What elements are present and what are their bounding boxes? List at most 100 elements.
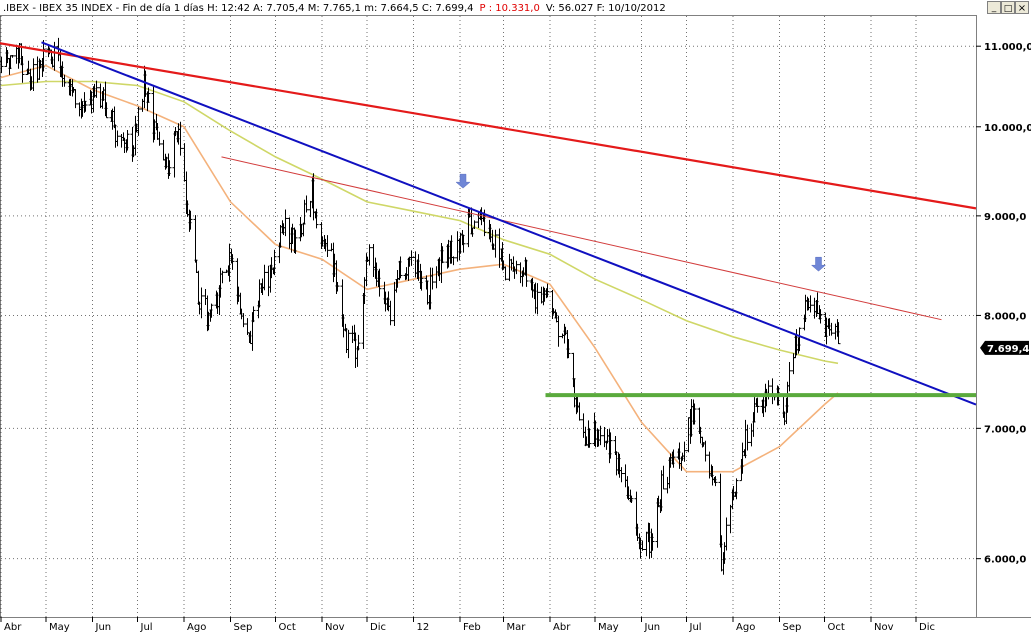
ohlc-bar <box>146 87 151 103</box>
ohlc-bar <box>682 441 687 462</box>
down-arrow-icon <box>810 256 827 272</box>
x-tick-label: Oct <box>279 622 296 632</box>
ohlc-bar <box>377 268 382 297</box>
ohlc-bar <box>356 334 361 351</box>
ohlc-bar <box>818 309 823 324</box>
ohlc-bar <box>556 315 561 347</box>
price-bars <box>0 37 841 575</box>
header-p-value: P : 10.331,0 <box>480 3 540 14</box>
ohlc-bar <box>398 256 403 279</box>
ohlc-bar <box>157 131 162 146</box>
ohlc-bar <box>241 313 246 328</box>
ohlc-bar <box>283 209 288 237</box>
last-price-label: 7.699,4 <box>987 344 1029 355</box>
ohlc-bar <box>692 403 697 425</box>
ohlc-bar <box>493 229 498 258</box>
ohlc-bar <box>293 229 298 254</box>
x-tick-label: Nov <box>325 622 345 632</box>
x-tick-label: Jun <box>644 622 661 632</box>
trend-line-red-thin <box>221 156 942 321</box>
ohlc-bar <box>545 283 550 298</box>
x-tick-label: Feb <box>463 622 481 632</box>
down-arrow-icon <box>455 173 471 189</box>
x-tick-label: May <box>598 622 619 632</box>
ohlc-bar <box>104 102 109 119</box>
trend-line-red-thick <box>0 42 977 210</box>
ohlc-bar <box>73 88 78 109</box>
ohlc-bar <box>566 339 571 359</box>
ohlc-bar <box>640 540 645 551</box>
last-price-tag-shape <box>980 340 1029 355</box>
ohlc-bar <box>836 322 841 345</box>
ohlc-bar <box>94 80 99 98</box>
x-tick-label: Dic <box>370 622 386 632</box>
close-icon: × <box>1018 3 1026 14</box>
ohlc-bar <box>535 283 540 315</box>
header-info: .IBEX - IBEX 35 INDEX - Fin de día 1 día… <box>3 2 666 14</box>
ohlc-bar <box>188 210 193 230</box>
ohlc-bar <box>209 303 214 318</box>
ohlc-bar <box>787 362 792 392</box>
ohlc-bar <box>230 254 235 270</box>
x-tick-label: Jul <box>140 622 153 632</box>
ohlc-bar <box>335 282 340 292</box>
ohlc-bar <box>713 476 718 487</box>
close-button[interactable]: × <box>1015 1 1029 15</box>
x-tick-label: Nov <box>874 622 894 632</box>
ohlc-bar <box>388 300 393 326</box>
ohlc-bar <box>745 424 750 451</box>
x-tick-label: Ago <box>736 622 755 632</box>
ohlc-bar <box>346 329 351 359</box>
ohlc-bar <box>115 130 120 147</box>
ohlc-bar <box>409 250 414 266</box>
x-tick-label: Jun <box>95 622 112 632</box>
x-tick-label: 12 <box>417 622 430 632</box>
ohlc-bar <box>220 270 225 284</box>
minimize-icon: _ <box>991 3 997 13</box>
ohlc-bar <box>262 264 267 291</box>
price-axis: 6.000,0 7.000,0 8.000,0 9.000,0 10.000,0 11.0… <box>976 42 1031 566</box>
ohlc-bar <box>304 195 309 213</box>
ohlc-bar <box>661 465 666 490</box>
x-tick-label: Sep <box>783 622 802 632</box>
ohlc-bar <box>314 208 319 229</box>
ohlc-bar <box>808 295 813 313</box>
trend-lines <box>0 41 977 406</box>
maximize-button[interactable]: □ <box>1001 1 1015 15</box>
ohlc-bar <box>650 533 655 551</box>
ohlc-bar <box>325 235 330 258</box>
ohlc-bar <box>629 495 634 503</box>
ohlc-bar <box>703 440 708 462</box>
ohlc-bar <box>430 267 435 290</box>
ohlc-bar <box>797 327 802 352</box>
y-tick-label: 11.000,0 <box>984 42 1031 53</box>
ohlc-bar <box>10 55 15 58</box>
ohlc-bar <box>125 130 130 151</box>
grid <box>0 16 976 617</box>
x-tick-label: Dic <box>919 622 935 632</box>
ohlc-bar <box>829 322 834 336</box>
ohlc-bar <box>199 287 204 319</box>
ohlc-bar <box>167 160 172 176</box>
time-axis: Abr May Jun Jul Ago Sep Oct Nov Dic 12 Feb Mar Abr Ma… <box>0 617 935 633</box>
ohlc-bar <box>724 517 729 551</box>
ohlc-bar <box>41 40 46 72</box>
x-tick-label: Sep <box>234 622 253 632</box>
ohlc-bar <box>503 266 508 281</box>
ohlc-bar <box>251 306 256 323</box>
y-tick-label: 10.000,0 <box>984 123 1031 134</box>
minimize-button[interactable]: _ <box>987 1 1001 14</box>
last-price-tag: 7.699,4 <box>980 340 1029 355</box>
ohlc-bar <box>451 256 456 266</box>
ohlc-bar <box>608 432 613 459</box>
ohlc-bar <box>62 74 67 87</box>
ohlc-bar <box>734 478 739 500</box>
ohlc-bar <box>31 58 36 91</box>
ohlc-bar <box>598 425 603 446</box>
ohlc-bar <box>272 249 277 276</box>
ohlc-bar <box>178 121 183 156</box>
ohlc-bar <box>83 100 88 112</box>
